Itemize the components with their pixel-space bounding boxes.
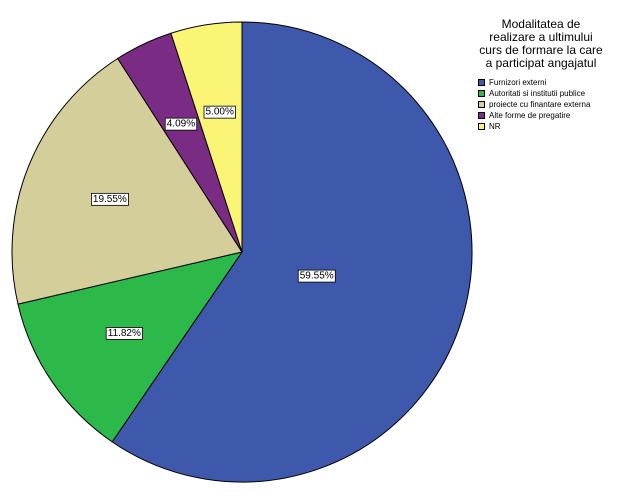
slice-label-text: 11.82%: [108, 328, 141, 339]
slice-label-text: 19.55%: [93, 194, 127, 205]
legend-swatch: [478, 123, 485, 130]
slice-label-box: [91, 192, 129, 206]
legend-swatch: [478, 112, 485, 119]
slice-label-box: [164, 117, 198, 131]
slice-label-box: [203, 105, 236, 119]
legend-item: NR: [466, 121, 616, 132]
legend-label: Autoritati si institutii publice: [489, 89, 586, 98]
legend-swatch: [478, 90, 485, 97]
slice-label-text: 5.00%: [206, 107, 234, 118]
slice-label-3: 19.55%: [91, 192, 129, 206]
slice-label-text: 59.55%: [300, 271, 334, 282]
legend-label: proiecte cu finantare externa: [489, 100, 591, 109]
legend-item: Alte forme de pregatire: [466, 110, 616, 121]
pie-slices: [11, 21, 473, 483]
slice-label-box: [105, 327, 143, 340]
pie-slice-5: [170, 21, 243, 253]
slice-label-text: 4.09%: [167, 119, 195, 130]
legend-label: Alte forme de pregatire: [489, 111, 571, 120]
legend-swatch: [478, 101, 485, 108]
slice-label-4: 4.09%: [164, 117, 198, 131]
legend-label: NR: [489, 122, 501, 131]
slice-label-2: 11.82%: [105, 327, 143, 340]
legend: Modalitatea de realizare a ultimului cur…: [466, 18, 616, 132]
pie-slice-2: [17, 251, 244, 443]
legend-item: Furnizori externi: [466, 77, 616, 88]
pie-slice-1: [111, 21, 473, 483]
pie-labels: 59.55% 11.82% 19.55% 4.09% 5.00%: [91, 105, 336, 340]
legend-item: proiecte cu finantare externa: [466, 99, 616, 110]
legend-items: Furnizori externi Autoritati si instituti…: [466, 77, 616, 132]
slice-label-1: 59.55%: [297, 269, 336, 283]
slice-label-5: 5.00%: [203, 105, 236, 119]
pie-slice-3: [11, 57, 243, 305]
legend-item: Autoritati si institutii publice: [466, 88, 616, 99]
legend-label: Furnizori externi: [489, 78, 547, 87]
slice-label-box: [297, 269, 336, 283]
legend-swatch: [478, 79, 485, 86]
legend-title: Modalitatea de realizare a ultimului cur…: [479, 17, 603, 70]
